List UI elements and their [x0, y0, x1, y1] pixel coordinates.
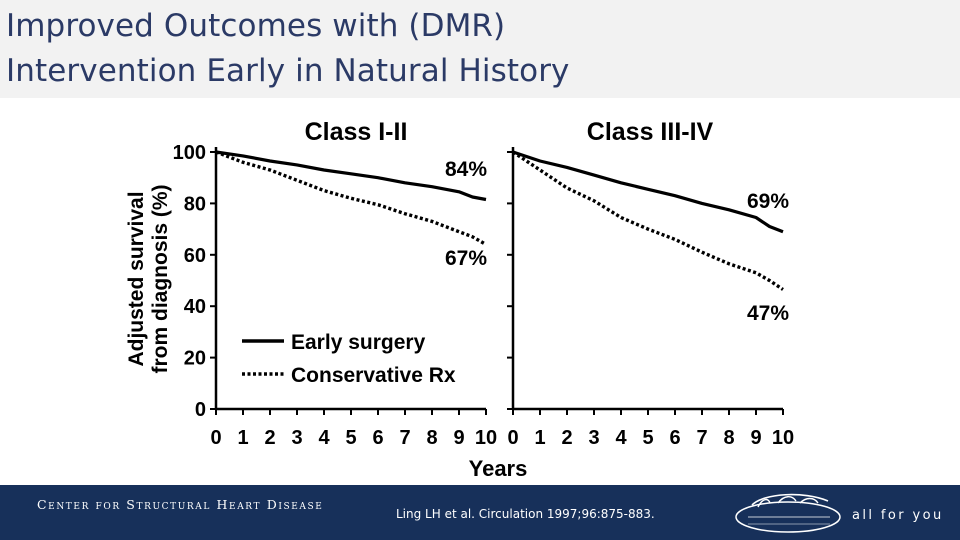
chart-title: Class III-IV	[587, 118, 714, 146]
x-tick-label: 3	[291, 427, 302, 449]
tagline: all for you	[852, 508, 944, 523]
citation-text: Ling LH et al. Circulation 1997;96:875-8…	[396, 507, 655, 521]
y-axis-label-line-2: from diagnosis (%)	[149, 184, 172, 373]
x-tick-label: 5	[345, 427, 356, 449]
y-tick-label: 80	[184, 193, 206, 215]
series-early-surgery-line	[512, 150, 784, 234]
y-tick-label: 60	[184, 245, 206, 267]
x-tick-label: 1	[534, 427, 545, 449]
x-axis-label: Years	[469, 456, 528, 481]
y-tick-label: 100	[173, 142, 206, 164]
x-tick-label: 10	[772, 427, 794, 449]
x-tick-label: 8	[426, 427, 437, 449]
x-tick-label: 6	[669, 427, 680, 449]
y-tick-label: 0	[195, 399, 206, 421]
x-tick-label: 2	[264, 427, 275, 449]
survival-charts: Class I-II0 1 2 3 4 5 6 7 8 9 1002040608010084%67%…	[125, 118, 794, 481]
x-tick-label: 7	[696, 427, 707, 449]
x-tick-label: 6	[372, 427, 383, 449]
legend-label-conservative-rx: Conservative Rx	[291, 364, 456, 387]
title-band	[0, 0, 960, 98]
data-label-early-surgery: 84%	[445, 158, 487, 181]
x-tick-label: 0	[507, 427, 518, 449]
x-tick-label: 0	[210, 427, 221, 449]
slide-title-line-1: Improved Outcomes with (DMR)	[6, 8, 506, 44]
series-conservative-rx-line	[512, 150, 784, 291]
x-tick-label: 2	[561, 427, 572, 449]
x-tick-label: 10	[475, 427, 497, 449]
chart-title: Class I-II	[305, 118, 408, 146]
legend-label-early-surgery: Early surgery	[291, 331, 426, 354]
x-tick-label: 5	[642, 427, 653, 449]
x-tick-label: 1	[237, 427, 248, 449]
footer-center-name: Center for Structural Heart Disease	[37, 497, 324, 512]
x-tick-label: 4	[615, 427, 627, 449]
x-tick-label: 9	[750, 427, 761, 449]
x-tick-label: 9	[453, 427, 464, 449]
y-axis-label-line-1: Adjusted survival	[125, 191, 148, 366]
y-tick-label: 40	[184, 296, 206, 318]
henry-ford-logo	[734, 491, 844, 535]
y-tick-label: 20	[184, 348, 206, 370]
x-tick-label: 8	[723, 427, 734, 449]
data-label-conservative-rx: 67%	[445, 247, 487, 270]
x-tick-label: 7	[399, 427, 410, 449]
series-early-surgery-line	[215, 150, 487, 202]
slide-title-line-2: Intervention Early in Natural History	[6, 53, 570, 89]
data-label-conservative-rx: 47%	[747, 302, 789, 325]
series-conservative-rx-line	[215, 150, 487, 246]
x-tick-label: 3	[588, 427, 599, 449]
x-tick-label: 4	[318, 427, 330, 449]
data-label-early-surgery: 69%	[747, 190, 789, 213]
henry-ford-logo-mark	[735, 493, 841, 533]
